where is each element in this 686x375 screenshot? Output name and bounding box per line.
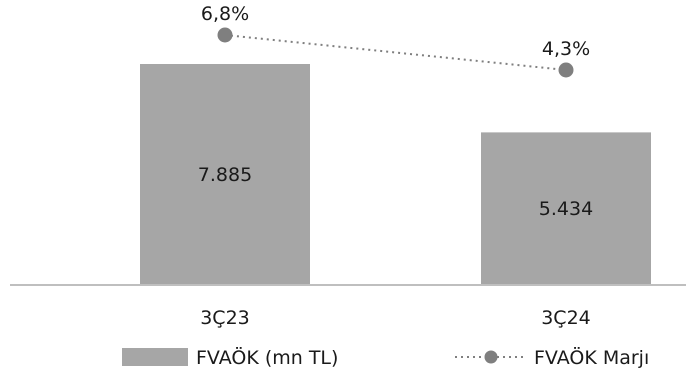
margin-point [217, 27, 233, 43]
legend-line-label: FVAÖK Marjı [534, 346, 649, 369]
legend-bar-swatch [122, 348, 188, 366]
x-tick-label: 3Ç24 [541, 307, 591, 329]
margin-value-label: 6,8% [201, 3, 249, 25]
bar-3Ç24 [481, 132, 651, 284]
bars-layer: 7.885 5.434 [140, 64, 651, 284]
tick-labels: 3Ç23 3Ç24 [200, 307, 591, 329]
bar-value-label: 7.885 [198, 164, 252, 186]
legend-line-marker [484, 350, 498, 364]
legend-bar-label: FVAÖK (mn TL) [196, 346, 338, 369]
x-tick-label: 3Ç23 [200, 307, 250, 329]
legend: FVAÖK (mn TL) FVAÖK Marjı [122, 346, 649, 369]
margin-point [558, 62, 574, 78]
bar-3Ç23 [140, 64, 310, 284]
line-layer: 6,8% 4,3% [201, 3, 590, 78]
bar-value-label: 5.434 [539, 198, 593, 220]
margin-value-label: 4,3% [542, 38, 590, 60]
